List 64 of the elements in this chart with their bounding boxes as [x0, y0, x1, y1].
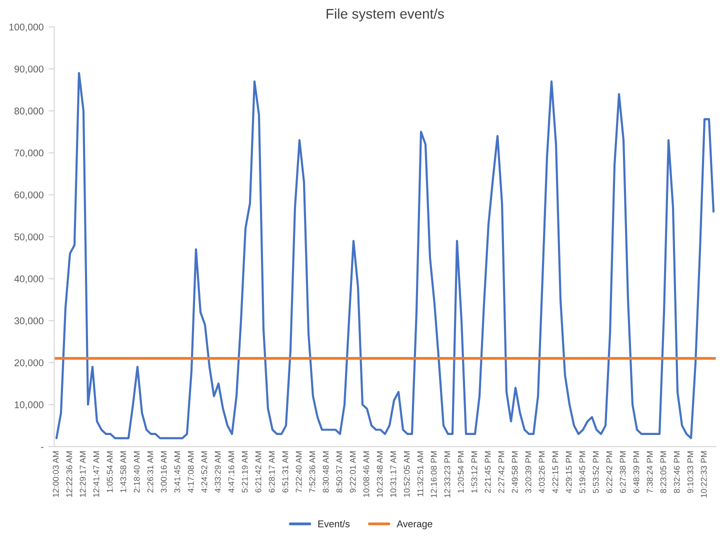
x-tick-label: 4:47:16 AM — [228, 451, 234, 493]
x-tick-label: 2:27:42 PM — [498, 451, 504, 493]
x-tick-label: 1:53:12 PM — [471, 451, 478, 493]
x-tick-label: 10:31:17 AM — [390, 451, 396, 497]
x-tick-label: 7:38:24 PM — [646, 451, 653, 493]
y-tick-label: 50,000 — [14, 233, 44, 242]
y-tick-label: 20,000 — [14, 359, 44, 368]
x-tick-label: 6:27:38 PM — [620, 451, 626, 493]
y-tick-label: 90,000 — [14, 66, 44, 74]
x-tick-label: 12:29:17 AM — [80, 451, 86, 497]
legend-label: Event/s — [318, 520, 350, 528]
x-tick-label: 11:32:51 AM — [417, 451, 424, 496]
x-tick-label: 12:41:47 AM — [93, 451, 100, 497]
x-tick-label: 12:33:23 PM — [444, 451, 450, 498]
x-tick-label: 4:24:52 AM — [201, 451, 208, 493]
x-tick-label: 12:00:03 AM — [52, 451, 59, 497]
x-tick-label: 3:20:39 PM — [525, 451, 532, 494]
y-tick-label: 60,000 — [14, 191, 44, 200]
x-tick-label: 3:00:16 AM — [160, 451, 167, 493]
x-tick-label: 12:22:36 AM — [66, 451, 72, 497]
x-tick-label: 8:30:48 AM — [322, 451, 329, 492]
chart-title: File system event/s — [326, 8, 444, 22]
x-tick-label: 12:16:08 PM — [430, 451, 437, 498]
x-tick-label: 6:51:31 AM — [282, 451, 288, 492]
x-tick-label: 5:19:45 PM — [579, 451, 586, 493]
x-tick-label: 8:23:05 PM — [660, 451, 666, 493]
x-tick-label: 2:26:31 AM — [147, 451, 154, 492]
x-tick-label: 1:43:58 AM — [120, 451, 126, 492]
x-tick-label: 7:52:36 AM — [309, 451, 316, 492]
y-tick-label: 30,000 — [14, 317, 44, 326]
x-tick-label: 10:08:46 AM — [363, 451, 370, 497]
x-tick-label: 3:41:45 AM — [174, 451, 180, 493]
x-tick-label: 8:32:46 PM — [674, 451, 680, 493]
x-tick-label: 4:17:08 AM — [188, 451, 194, 493]
y-tick-label: 80,000 — [14, 108, 44, 116]
x-tick-label: 1:05:54 AM — [106, 451, 113, 492]
x-tick-label: 2:49:58 PM — [512, 451, 518, 493]
line-series — [55, 72, 715, 440]
x-tick-label: 5:21:19 AM — [242, 451, 248, 493]
y-tick-label: 70,000 — [14, 150, 44, 158]
x-tick-label: 7:22:40 AM — [296, 451, 302, 492]
x-tick-label: 1:20:54 PM — [458, 451, 464, 493]
x-tick-label: 9:10:33 PM — [687, 451, 694, 493]
x-tick-label: 8:50:37 AM — [336, 451, 342, 492]
x-tick-label: 4:22:15 PM — [552, 451, 558, 494]
x-tick-label: 6:22:42 PM — [606, 451, 612, 493]
x-tick-label: 6:28:17 AM — [268, 451, 275, 492]
x-tick-label: 10:52:05 AM — [404, 451, 410, 497]
y-tick-label: 40,000 — [14, 275, 44, 284]
x-tick-label: 4:03:26 PM — [538, 451, 545, 494]
x-tick-label: 9:22:01 AM — [350, 451, 356, 492]
x-tick-label: 4:29:15 PM — [566, 451, 572, 494]
y-tick-label: 10,000 — [14, 401, 44, 410]
x-tick-label: 10:23:48 AM — [376, 451, 383, 497]
x-tick-label: 5:53:52 PM — [592, 451, 599, 493]
x-tick-label: 6:48:39 PM — [633, 451, 640, 493]
y-tick-label: 100,000 — [9, 24, 44, 32]
x-tick-label: 2:18:40 AM — [134, 451, 140, 492]
x-tick-label: 4:33:29 AM — [214, 451, 221, 493]
x-tick-label: 10:22:33 PM — [700, 451, 707, 498]
x-tick-label: 6:21:42 AM — [255, 451, 262, 492]
x-tick-label: 2:21:45 PM — [484, 451, 491, 493]
y-tick-label: - — [41, 447, 44, 448]
legend-label: Average — [396, 520, 432, 530]
